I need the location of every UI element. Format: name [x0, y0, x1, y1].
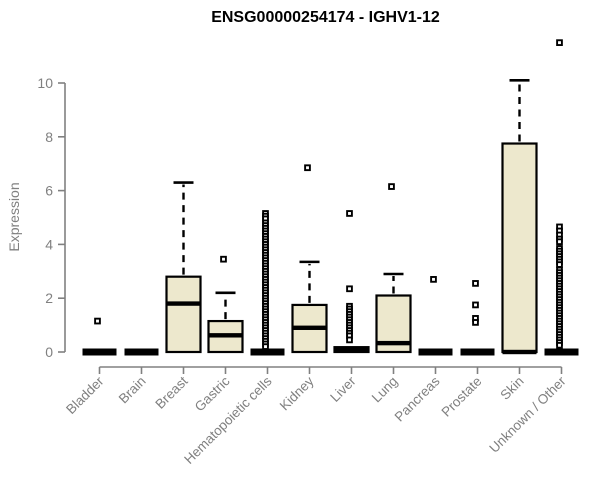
- median-lung: [376, 340, 411, 346]
- box-unknown-other: [544, 348, 579, 356]
- outliers-pancreas: [430, 276, 437, 283]
- outlier-prostate: [472, 280, 479, 287]
- median-gastric: [208, 333, 243, 338]
- outlier-pancreas: [430, 276, 437, 283]
- outliers-kidney: [304, 164, 311, 172]
- outliers-lung: [388, 183, 395, 190]
- x-tick-label-breast: Breast: [152, 373, 190, 411]
- box-skin: [501, 142, 538, 354]
- outliers-liver: [346, 210, 353, 344]
- y-tick-label-10: 10: [37, 75, 53, 91]
- x-tick-label-bladder: Bladder: [63, 373, 107, 417]
- x-tick-label-prostate: Prostate: [438, 374, 484, 420]
- x-tick-label-brain: Brain: [116, 374, 149, 407]
- outliers-prostate: [472, 280, 479, 326]
- outlier-liver: [346, 336, 353, 344]
- y-tick-label-0: 0: [45, 344, 53, 360]
- outlier-gastric: [220, 255, 227, 263]
- box-pancreas: [418, 348, 453, 356]
- x-tick-label-lung: Lung: [369, 374, 401, 406]
- x-tick-label-kidney: Kidney: [277, 373, 317, 413]
- x-tick-label-pancreas: Pancreas: [392, 373, 443, 424]
- outliers-hematopoietic-cells: [262, 210, 269, 350]
- outlier-unknown-other: [556, 341, 563, 349]
- outliers-gastric: [220, 255, 227, 263]
- x-tick-label-unknown-other: Unknown / Other: [486, 373, 569, 456]
- x-tick-label-gastric: Gastric: [192, 373, 233, 414]
- chart-title: ENSG00000254174 - IGHV1-12: [211, 9, 440, 26]
- outlier-unknown-other: [556, 261, 563, 268]
- outlier-kidney: [304, 164, 311, 172]
- box-brain: [124, 348, 159, 356]
- y-tick-label-4: 4: [45, 236, 53, 252]
- median-liver: [334, 347, 369, 353]
- median-breast: [166, 301, 201, 306]
- box-prostate: [460, 348, 495, 356]
- outlier-unknown-other: [556, 238, 563, 246]
- x-tick-label-skin: Skin: [497, 374, 526, 403]
- outliers-unknown-other: [556, 39, 563, 349]
- y-tick-label-8: 8: [45, 129, 53, 145]
- outlier-lung: [388, 183, 395, 190]
- median-kidney: [292, 325, 327, 330]
- outlier-bladder: [94, 317, 101, 325]
- box-bladder: [82, 348, 117, 356]
- outlier-liver: [346, 285, 353, 293]
- median-skin: [502, 349, 537, 355]
- outlier-prostate: [472, 319, 479, 326]
- x-tick-label-liver: Liver: [327, 373, 359, 405]
- y-tick-label-6: 6: [45, 183, 53, 199]
- box-breast: [165, 275, 202, 354]
- box-hematopoietic-cells: [250, 348, 285, 356]
- outlier-liver: [346, 210, 353, 217]
- y-tick-label-2: 2: [45, 290, 53, 306]
- outlier-unknown-other: [556, 39, 563, 47]
- outlier-hematopoietic-cells: [262, 343, 269, 350]
- outliers-bladder: [94, 317, 101, 325]
- outlier-prostate: [472, 301, 479, 309]
